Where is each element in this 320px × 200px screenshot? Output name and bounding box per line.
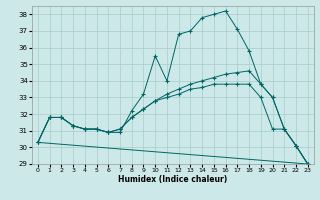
X-axis label: Humidex (Indice chaleur): Humidex (Indice chaleur) — [118, 175, 228, 184]
